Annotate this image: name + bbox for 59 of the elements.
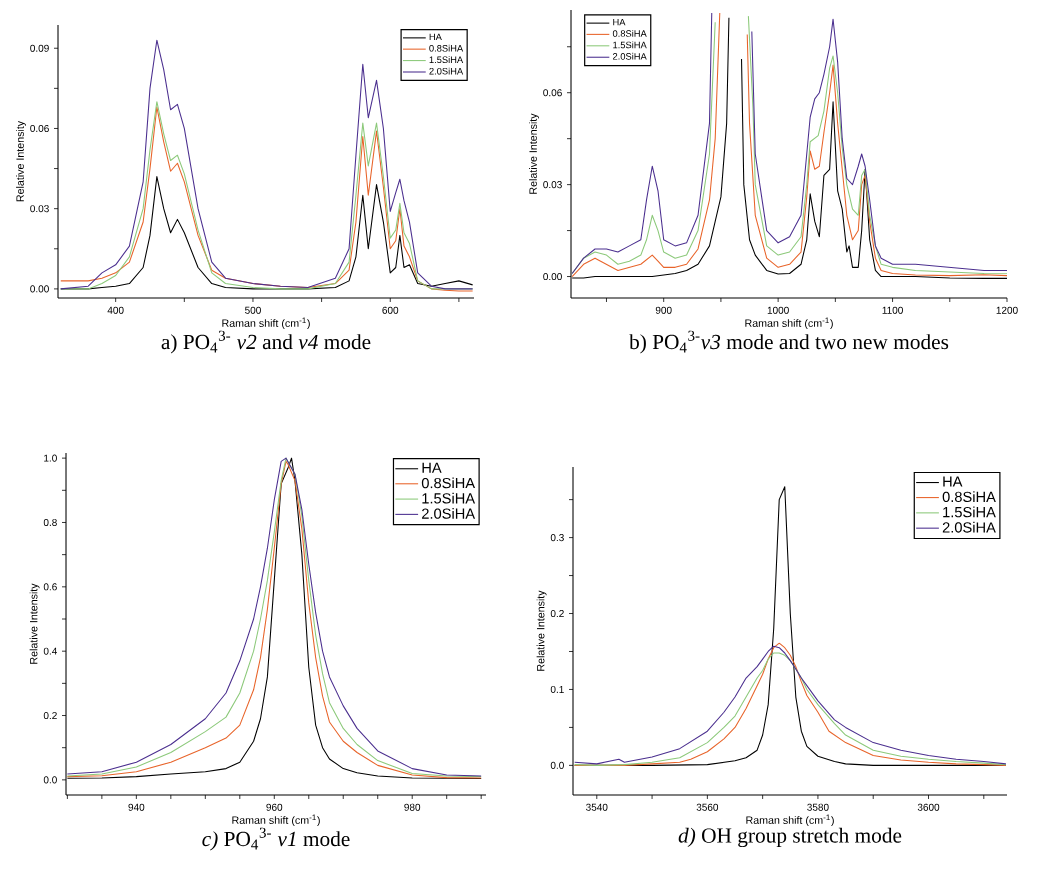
y-tick-label: 0.09 bbox=[30, 44, 49, 52]
x-tick-label: 1200 bbox=[996, 306, 1018, 314]
x-axis-title: Raman shift (cm$^{-1}$) bbox=[232, 814, 320, 827]
legend-label: 1.5SiHA bbox=[613, 41, 647, 49]
legend-label: 0.8SiHA bbox=[942, 491, 996, 503]
legend-label: 1.5SiHA bbox=[422, 492, 476, 504]
y-tick-label: 0.2 bbox=[43, 711, 57, 720]
x-tick-label: 900 bbox=[655, 306, 672, 314]
y-tick-label: 0.3 bbox=[550, 534, 564, 542]
text: a) PO$_{4}$$^{3-}$ v2 and v4 mode bbox=[161, 330, 371, 354]
x-tick-label: 980 bbox=[404, 803, 421, 811]
x-tick-label: 400 bbox=[107, 306, 124, 314]
y-tick-label: 0.2 bbox=[550, 609, 564, 618]
legend-label: HA bbox=[429, 33, 442, 41]
y-tick-label: 0.00 bbox=[543, 273, 562, 281]
y-tick-label: 0.8 bbox=[43, 518, 57, 527]
y-axis-title: Relative Intensity bbox=[529, 113, 540, 194]
y-axis-title: Relative Intensity bbox=[29, 583, 40, 664]
text: b) PO$_{4}$$^{3-}$v3 mode and two new modes bbox=[629, 330, 949, 354]
x-tick-label: 1100 bbox=[882, 306, 903, 314]
y-tick-label: 0.0 bbox=[550, 761, 564, 769]
y-tick-label: 0.06 bbox=[543, 89, 562, 97]
y-tick-label: 0.1 bbox=[550, 685, 564, 693]
x-tick-label: 3580 bbox=[807, 803, 829, 811]
legend-label: 0.8SiHA bbox=[612, 30, 647, 37]
x-tick-label: 1000 bbox=[767, 306, 789, 314]
text: d) OH group stretch mode bbox=[678, 827, 902, 848]
x-tick-label: 3600 bbox=[917, 803, 940, 811]
x-tick-label: 960 bbox=[266, 803, 283, 811]
y-tick-label: 0.6 bbox=[43, 583, 57, 591]
legend-label: 1.5SiHA bbox=[429, 56, 464, 64]
y-axis-title: Relative Intensity bbox=[536, 590, 547, 671]
x-tick-label: 3560 bbox=[696, 803, 719, 811]
legend-label: 2.0SiHA bbox=[422, 508, 476, 519]
x-tick-label: 600 bbox=[382, 306, 399, 314]
y-tick-label: 0.03 bbox=[30, 205, 49, 213]
x-axis-title: Raman shift (cm$^{-1}$) bbox=[745, 317, 833, 330]
x-axis-title: Raman shift (cm$^{-1}$) bbox=[746, 814, 834, 827]
x-tick-label: 3540 bbox=[586, 803, 608, 811]
y-tick-label: 0.00 bbox=[30, 285, 49, 293]
legend-label: 0.8SiHA bbox=[429, 44, 464, 52]
text: c) PO$_{4}$$^{3-}$ v1 mode bbox=[202, 827, 350, 851]
legend-label: 1.5SiHA bbox=[943, 506, 996, 518]
y-tick-label: 1.0 bbox=[44, 454, 57, 462]
legend-label: HA bbox=[422, 462, 442, 473]
x-axis-title: Raman shift (cm$^{-1}$) bbox=[222, 317, 310, 330]
legend-label: 2.0SiHA bbox=[612, 52, 647, 60]
y-tick-label: 0.06 bbox=[30, 124, 49, 132]
legend-label: HA bbox=[943, 476, 963, 487]
legend-label: 2.0SiHA bbox=[942, 521, 996, 533]
x-tick-label: 940 bbox=[128, 803, 145, 811]
legend-label: 2.0SiHA bbox=[429, 67, 464, 75]
x-tick-label: 500 bbox=[245, 306, 261, 314]
legend-label: 0.8SiHA bbox=[421, 477, 476, 489]
legend-label: HA bbox=[613, 18, 626, 26]
y-tick-label: 0.0 bbox=[43, 776, 57, 784]
y-tick-label: 0.03 bbox=[543, 181, 562, 189]
y-axis-title: Relative Intensity bbox=[16, 120, 27, 202]
y-tick-label: 0.4 bbox=[43, 647, 58, 655]
